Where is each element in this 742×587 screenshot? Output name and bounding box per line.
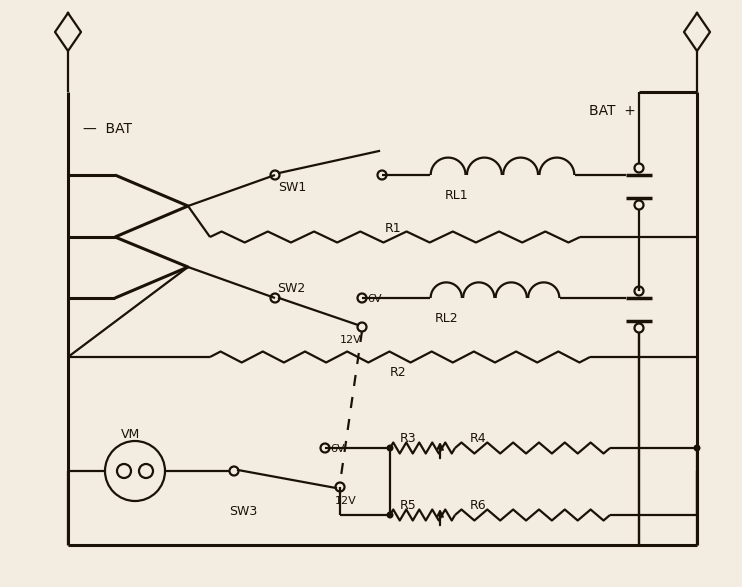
Text: 12V: 12V <box>340 335 362 345</box>
Text: 12V: 12V <box>335 496 357 506</box>
Circle shape <box>694 444 700 451</box>
Text: R3: R3 <box>400 432 416 445</box>
Text: R4: R4 <box>470 432 487 445</box>
Text: RL1: RL1 <box>445 189 469 202</box>
Text: SW1: SW1 <box>278 181 306 194</box>
Text: VM: VM <box>121 428 140 441</box>
Text: SW2: SW2 <box>277 282 305 295</box>
Text: R1: R1 <box>385 222 401 235</box>
Text: SW3: SW3 <box>229 505 257 518</box>
Circle shape <box>387 444 393 451</box>
Text: R5: R5 <box>400 499 417 512</box>
Text: BAT  +: BAT + <box>589 104 636 118</box>
Text: 6V: 6V <box>367 294 381 304</box>
Circle shape <box>387 511 393 518</box>
Text: 6V: 6V <box>330 444 344 454</box>
Text: R2: R2 <box>390 366 407 379</box>
Text: RL2: RL2 <box>435 312 459 325</box>
Text: —  BAT: — BAT <box>83 122 132 136</box>
Text: R6: R6 <box>470 499 487 512</box>
